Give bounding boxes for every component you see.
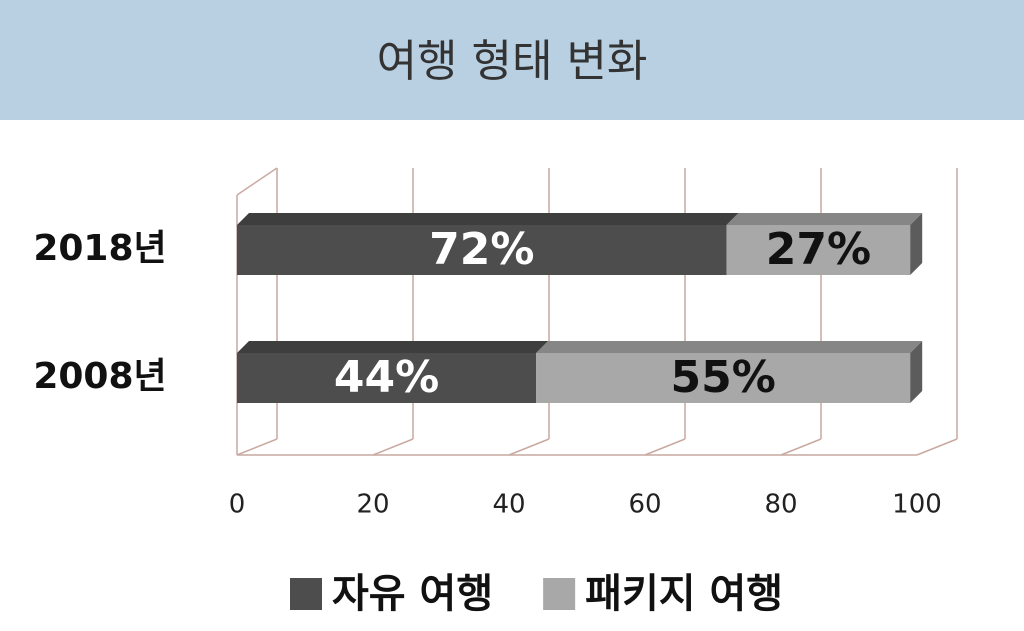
data-label: 55% [671, 352, 776, 403]
x-tick-label: 0 [229, 490, 246, 520]
legend-label: 자유 여행 [332, 571, 493, 617]
bar-top [726, 213, 923, 225]
bar [726, 225, 911, 275]
data-label: 72% [429, 224, 534, 275]
x-tick-label: 100 [892, 490, 942, 520]
axis-line [236, 167, 278, 196]
grid-line [372, 438, 414, 456]
legend-swatch [543, 578, 576, 610]
bar-side [910, 213, 923, 275]
data-label: 27% [766, 224, 871, 275]
bar-top [536, 341, 923, 353]
grid-line [236, 438, 278, 456]
x-tick-label: 60 [628, 490, 661, 520]
bar [237, 225, 727, 275]
y-tick-label: 2018년 [33, 228, 166, 269]
bar-side [910, 341, 923, 403]
bar-top [237, 341, 549, 353]
grid-line [508, 438, 550, 456]
data-label: 44% [334, 352, 439, 403]
grid-line [916, 438, 958, 456]
grid-line [644, 438, 686, 456]
legend-label: 패키지 여행 [585, 571, 783, 617]
grid-line [780, 438, 822, 456]
title-band [0, 0, 1024, 120]
legend-swatch [290, 578, 322, 610]
x-tick-label: 80 [764, 490, 797, 520]
x-tick-label: 20 [356, 490, 389, 520]
bar [536, 353, 911, 403]
y-tick-label: 2008년 [33, 356, 166, 397]
bar-top [237, 213, 739, 225]
x-tick-label: 40 [492, 490, 525, 520]
bar [237, 353, 537, 403]
chart-title: 여행 형태 변화 [377, 36, 648, 87]
